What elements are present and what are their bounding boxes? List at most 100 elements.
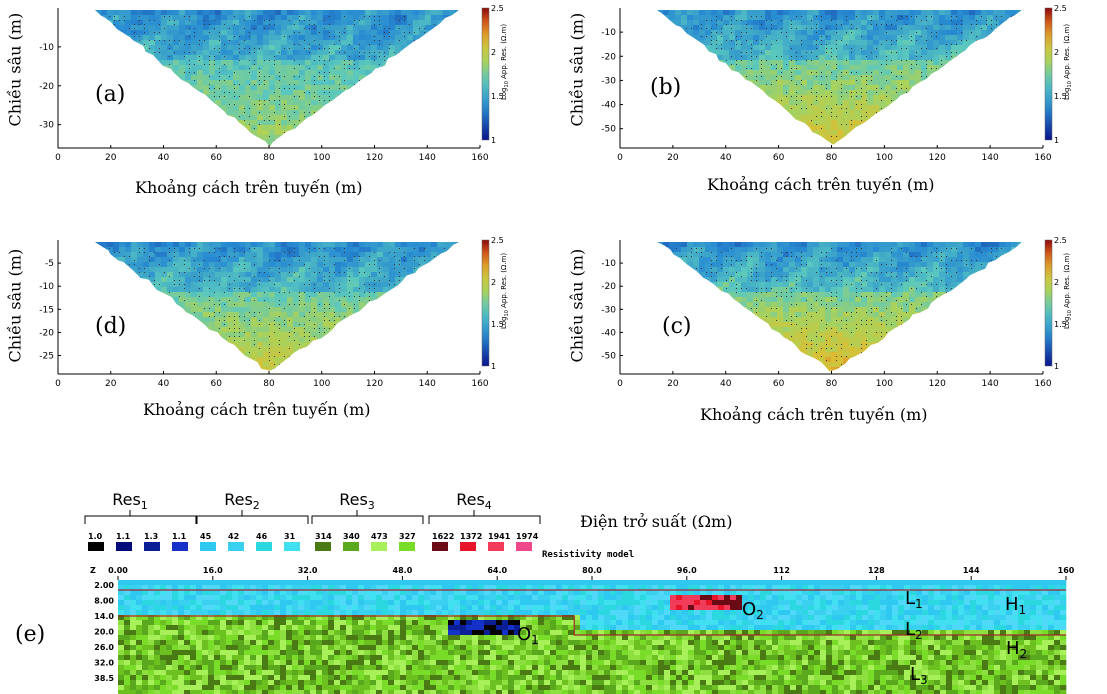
datum-point xyxy=(816,40,818,41)
cell xyxy=(370,257,378,263)
cell xyxy=(112,287,120,293)
cell xyxy=(873,45,880,51)
datum-point xyxy=(881,72,883,73)
cell xyxy=(394,65,402,71)
cell xyxy=(879,105,886,111)
cell xyxy=(148,10,156,16)
datum-point xyxy=(821,128,823,129)
cell xyxy=(268,145,276,147)
cell xyxy=(681,90,688,96)
cell xyxy=(280,252,288,258)
cell xyxy=(1017,40,1022,46)
datum-point xyxy=(841,96,843,97)
cell xyxy=(304,95,312,101)
cell xyxy=(178,45,186,51)
cell xyxy=(891,35,898,41)
cell xyxy=(388,247,396,253)
cell xyxy=(771,130,778,136)
datum-point xyxy=(936,32,938,33)
cell xyxy=(843,135,850,141)
cell xyxy=(921,110,928,116)
cell xyxy=(436,65,444,71)
cell xyxy=(418,267,426,273)
cell xyxy=(400,287,408,293)
cell xyxy=(939,95,946,101)
cell xyxy=(807,20,814,26)
cell xyxy=(831,125,838,131)
cell xyxy=(993,130,1000,136)
cell xyxy=(394,110,402,116)
cell xyxy=(166,25,174,31)
datum-point xyxy=(168,56,170,57)
datum-point xyxy=(373,36,375,37)
cell xyxy=(130,125,138,131)
datum-point xyxy=(721,20,723,21)
cell xyxy=(262,70,270,76)
cell xyxy=(951,120,958,126)
cell xyxy=(352,55,360,61)
cell xyxy=(933,25,940,31)
datum-point xyxy=(113,16,115,17)
datum-point xyxy=(836,24,838,25)
datum-point xyxy=(826,88,828,89)
cell xyxy=(184,50,192,56)
datum-point xyxy=(208,64,210,65)
cell xyxy=(214,90,222,96)
cell xyxy=(148,45,156,51)
datum-point xyxy=(163,28,165,29)
cell xyxy=(154,110,162,116)
cell xyxy=(945,10,952,16)
cell xyxy=(765,35,772,41)
datum-point xyxy=(298,32,300,33)
cell xyxy=(388,267,396,273)
cell xyxy=(370,55,378,61)
cell xyxy=(172,30,180,36)
cell xyxy=(334,45,342,51)
datum-point xyxy=(766,36,768,37)
cell xyxy=(753,65,760,71)
datum-point xyxy=(881,64,883,65)
cell xyxy=(825,90,832,96)
cell xyxy=(214,242,222,248)
cell xyxy=(190,287,198,293)
cell xyxy=(262,100,270,106)
cell xyxy=(406,257,414,263)
cell xyxy=(933,90,940,96)
cell xyxy=(681,145,688,151)
cell xyxy=(268,35,276,41)
cell xyxy=(172,70,180,76)
cell xyxy=(220,40,228,46)
cell xyxy=(340,20,348,26)
cell xyxy=(202,80,210,86)
cell xyxy=(220,135,228,141)
datum-point xyxy=(428,32,430,33)
datum-point xyxy=(891,52,893,53)
datum-point xyxy=(188,64,190,65)
cell xyxy=(807,105,814,111)
cell xyxy=(765,105,772,111)
cell xyxy=(735,130,742,136)
cell xyxy=(238,25,246,31)
datum-point xyxy=(791,80,793,81)
cell xyxy=(945,30,952,36)
cell xyxy=(999,100,1006,106)
cell xyxy=(100,15,108,21)
cell xyxy=(771,75,778,81)
cell xyxy=(753,10,760,16)
cell xyxy=(951,125,958,131)
cell xyxy=(921,45,928,51)
cell xyxy=(262,40,270,46)
cell xyxy=(232,242,240,248)
cell xyxy=(352,287,360,293)
cell xyxy=(711,80,718,86)
cell xyxy=(364,65,372,71)
cell xyxy=(945,35,952,41)
cell xyxy=(1005,65,1012,71)
cell xyxy=(933,75,940,81)
cell xyxy=(232,120,240,126)
cell xyxy=(154,65,162,71)
cell xyxy=(106,267,114,273)
cell xyxy=(807,30,814,36)
cell xyxy=(322,292,330,298)
datum-point xyxy=(901,72,903,73)
